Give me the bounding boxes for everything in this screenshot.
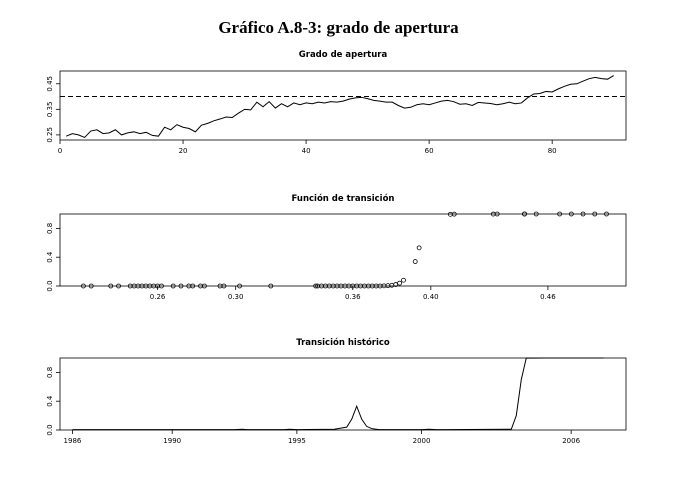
x-tick-label: 0.40 — [423, 293, 439, 301]
data-point — [533, 211, 539, 217]
data-point — [268, 283, 274, 289]
data-point — [557, 211, 563, 217]
data-point — [604, 211, 609, 217]
data-point — [397, 280, 403, 286]
chart-panel-3: Transición histórico 1986 1990 1995 2000 2006… — [46, 337, 627, 445]
x-tick-label: 60 — [425, 147, 434, 155]
data-point — [580, 211, 586, 217]
data-point — [81, 283, 86, 289]
plot-frame — [59, 70, 627, 141]
data-point — [221, 283, 227, 289]
y-tick-label: 0.8 — [46, 367, 54, 378]
data-point — [178, 283, 184, 289]
chart-title: Función de transición — [292, 193, 395, 204]
data-point — [522, 211, 527, 217]
data-point — [401, 277, 406, 283]
x-tick-label: 1986 — [64, 437, 82, 445]
x-tick-label: 0 — [58, 147, 62, 155]
chart-panel-2: Función de transición 0.26 0.30 0.36 0.40 0.4… — [46, 193, 627, 301]
chart-title: Transición histórico — [296, 337, 390, 348]
data-point — [592, 211, 598, 217]
x-tick-label: 80 — [548, 147, 557, 155]
y-tick-label: 0.8 — [46, 223, 54, 234]
x-tick-label: 1990 — [163, 437, 181, 445]
data-point — [190, 283, 196, 289]
x-tick-label: 2006 — [562, 437, 580, 445]
data-point — [568, 211, 574, 217]
y-tick-label: 0.4 — [46, 251, 54, 263]
data-point — [494, 211, 500, 217]
plot-frame — [59, 357, 627, 431]
chart-title: Grado de apertura — [299, 50, 388, 60]
data-point — [416, 245, 422, 251]
data-point — [313, 283, 319, 289]
y-tick-label: 0.25 — [46, 127, 54, 143]
data-point — [451, 211, 457, 217]
y-tick-label: 0.0 — [46, 280, 54, 291]
y-tick-label: 0.0 — [46, 424, 54, 435]
x-tick-label: 2000 — [413, 437, 431, 445]
y-tick-label: 0.45 — [46, 76, 54, 92]
data-point — [116, 283, 121, 289]
plot-frame — [59, 213, 627, 287]
x-tick-label: 40 — [302, 147, 311, 155]
series-line — [72, 357, 604, 431]
y-tick-label: 0.35 — [46, 102, 54, 118]
data-point — [88, 283, 94, 289]
chart-panel-1: Grado de apertura 0 20 40 60 80 0.25 0.35 0.45 — [46, 50, 627, 155]
x-tick-label: 0.30 — [228, 293, 244, 301]
x-tick-label: 0.36 — [345, 293, 361, 301]
data-point — [412, 259, 418, 264]
y-tick-label: 0.4 — [46, 395, 54, 407]
series-line — [65, 75, 614, 139]
data-point — [389, 282, 395, 288]
data-point — [170, 283, 176, 289]
x-tick-label: 0.46 — [540, 293, 556, 301]
data-point — [108, 283, 114, 289]
data-point — [237, 283, 242, 289]
data-point — [159, 283, 164, 289]
x-tick-label: 20 — [179, 147, 188, 155]
main-title: Gráfico A.8-3: grado de apertura — [218, 18, 459, 37]
x-tick-label: 1995 — [288, 437, 306, 445]
data-point — [202, 283, 207, 289]
x-tick-label: 0.26 — [150, 293, 166, 301]
